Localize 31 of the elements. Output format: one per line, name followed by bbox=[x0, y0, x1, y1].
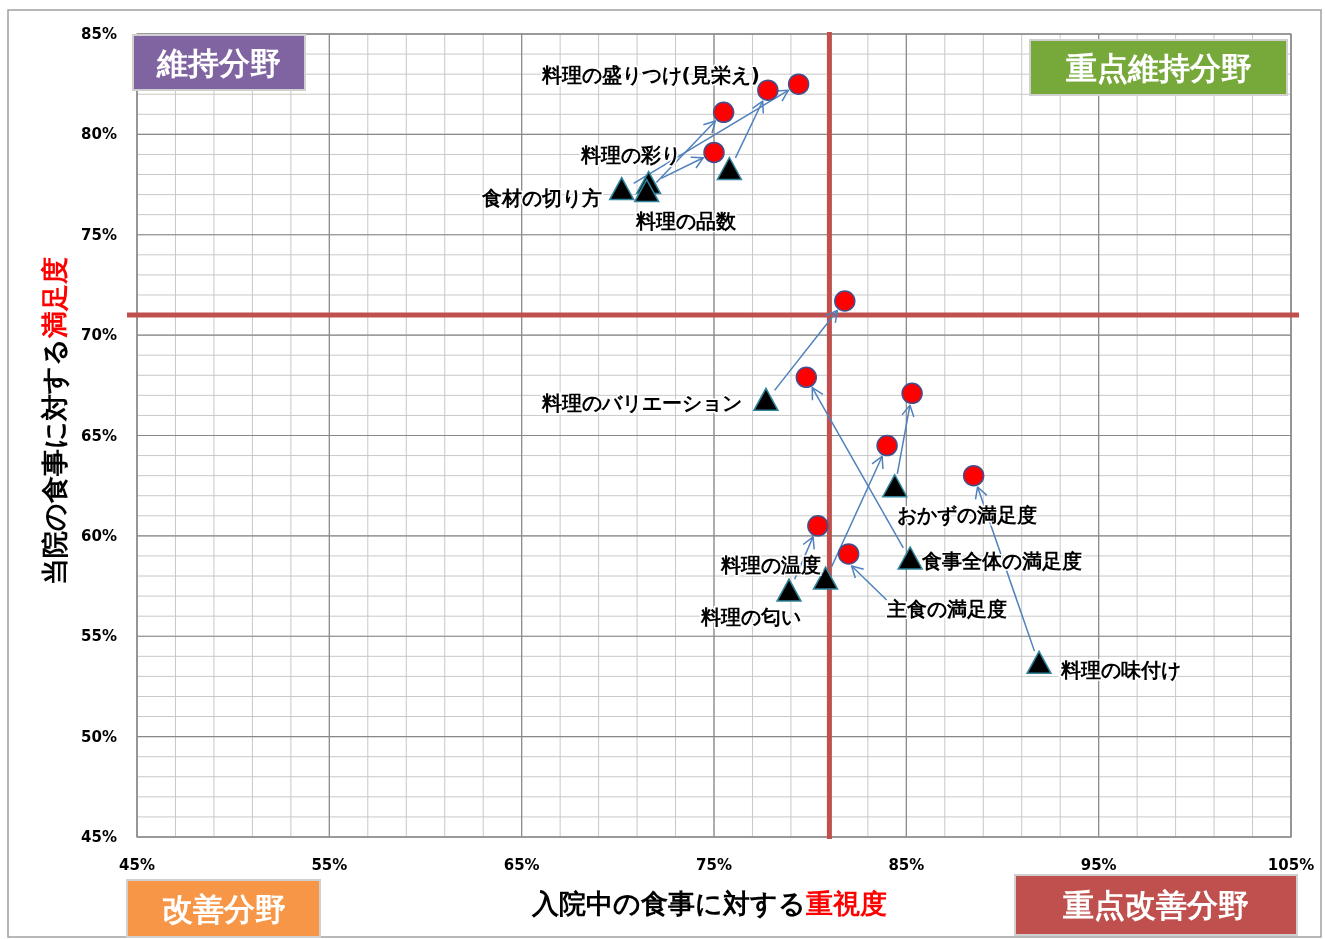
x-tick-label: 55% bbox=[311, 856, 348, 874]
text: 重点改善分野 bbox=[1063, 887, 1249, 923]
y-tick-label: 60% bbox=[81, 526, 117, 545]
annotation: 食材の切り方 bbox=[480, 185, 602, 210]
text: 改善分野 bbox=[161, 890, 286, 927]
y-tick-label: 45% bbox=[81, 828, 117, 846]
annotation: 維持分野 bbox=[156, 44, 281, 81]
y-tick-label: 50% bbox=[81, 727, 117, 746]
annotation: 料理の品数 bbox=[634, 208, 737, 233]
y-tick-label: 85% bbox=[81, 25, 117, 43]
y-tick-label: 65% bbox=[81, 426, 117, 445]
annotation: 料理の匂い bbox=[700, 605, 802, 630]
annotation: 重点維持分野 bbox=[1065, 49, 1252, 86]
y-tick-label: 75% bbox=[81, 225, 117, 244]
annotation: 料理のバリエーション bbox=[540, 391, 742, 416]
y-tick-label: 80% bbox=[81, 125, 117, 144]
annotation: 料理の彩り bbox=[580, 143, 681, 168]
y-tick-label: 55% bbox=[81, 627, 117, 646]
x-axis-title: 入院中の食事に対する重視度 bbox=[530, 888, 887, 919]
annotation: 料理の温度 bbox=[719, 553, 821, 578]
annotation: 料理の味付け bbox=[1060, 658, 1182, 683]
x-tick-label: 105% bbox=[1267, 856, 1315, 874]
y-axis-title: 当院の食事に対する満足度 bbox=[39, 256, 70, 585]
y-tick-label: 70% bbox=[81, 326, 117, 345]
x-tick-label: 45% bbox=[119, 856, 155, 874]
x-tick-label: 65% bbox=[503, 856, 540, 874]
x-tick-label: 95% bbox=[1080, 856, 1117, 874]
annotation: 料理の盛りつけ(見栄え) bbox=[540, 63, 760, 88]
x-tick-label: 75% bbox=[696, 856, 732, 874]
x-tick-label: 85% bbox=[888, 856, 925, 874]
annotation: 主食の満足度 bbox=[885, 596, 1007, 621]
